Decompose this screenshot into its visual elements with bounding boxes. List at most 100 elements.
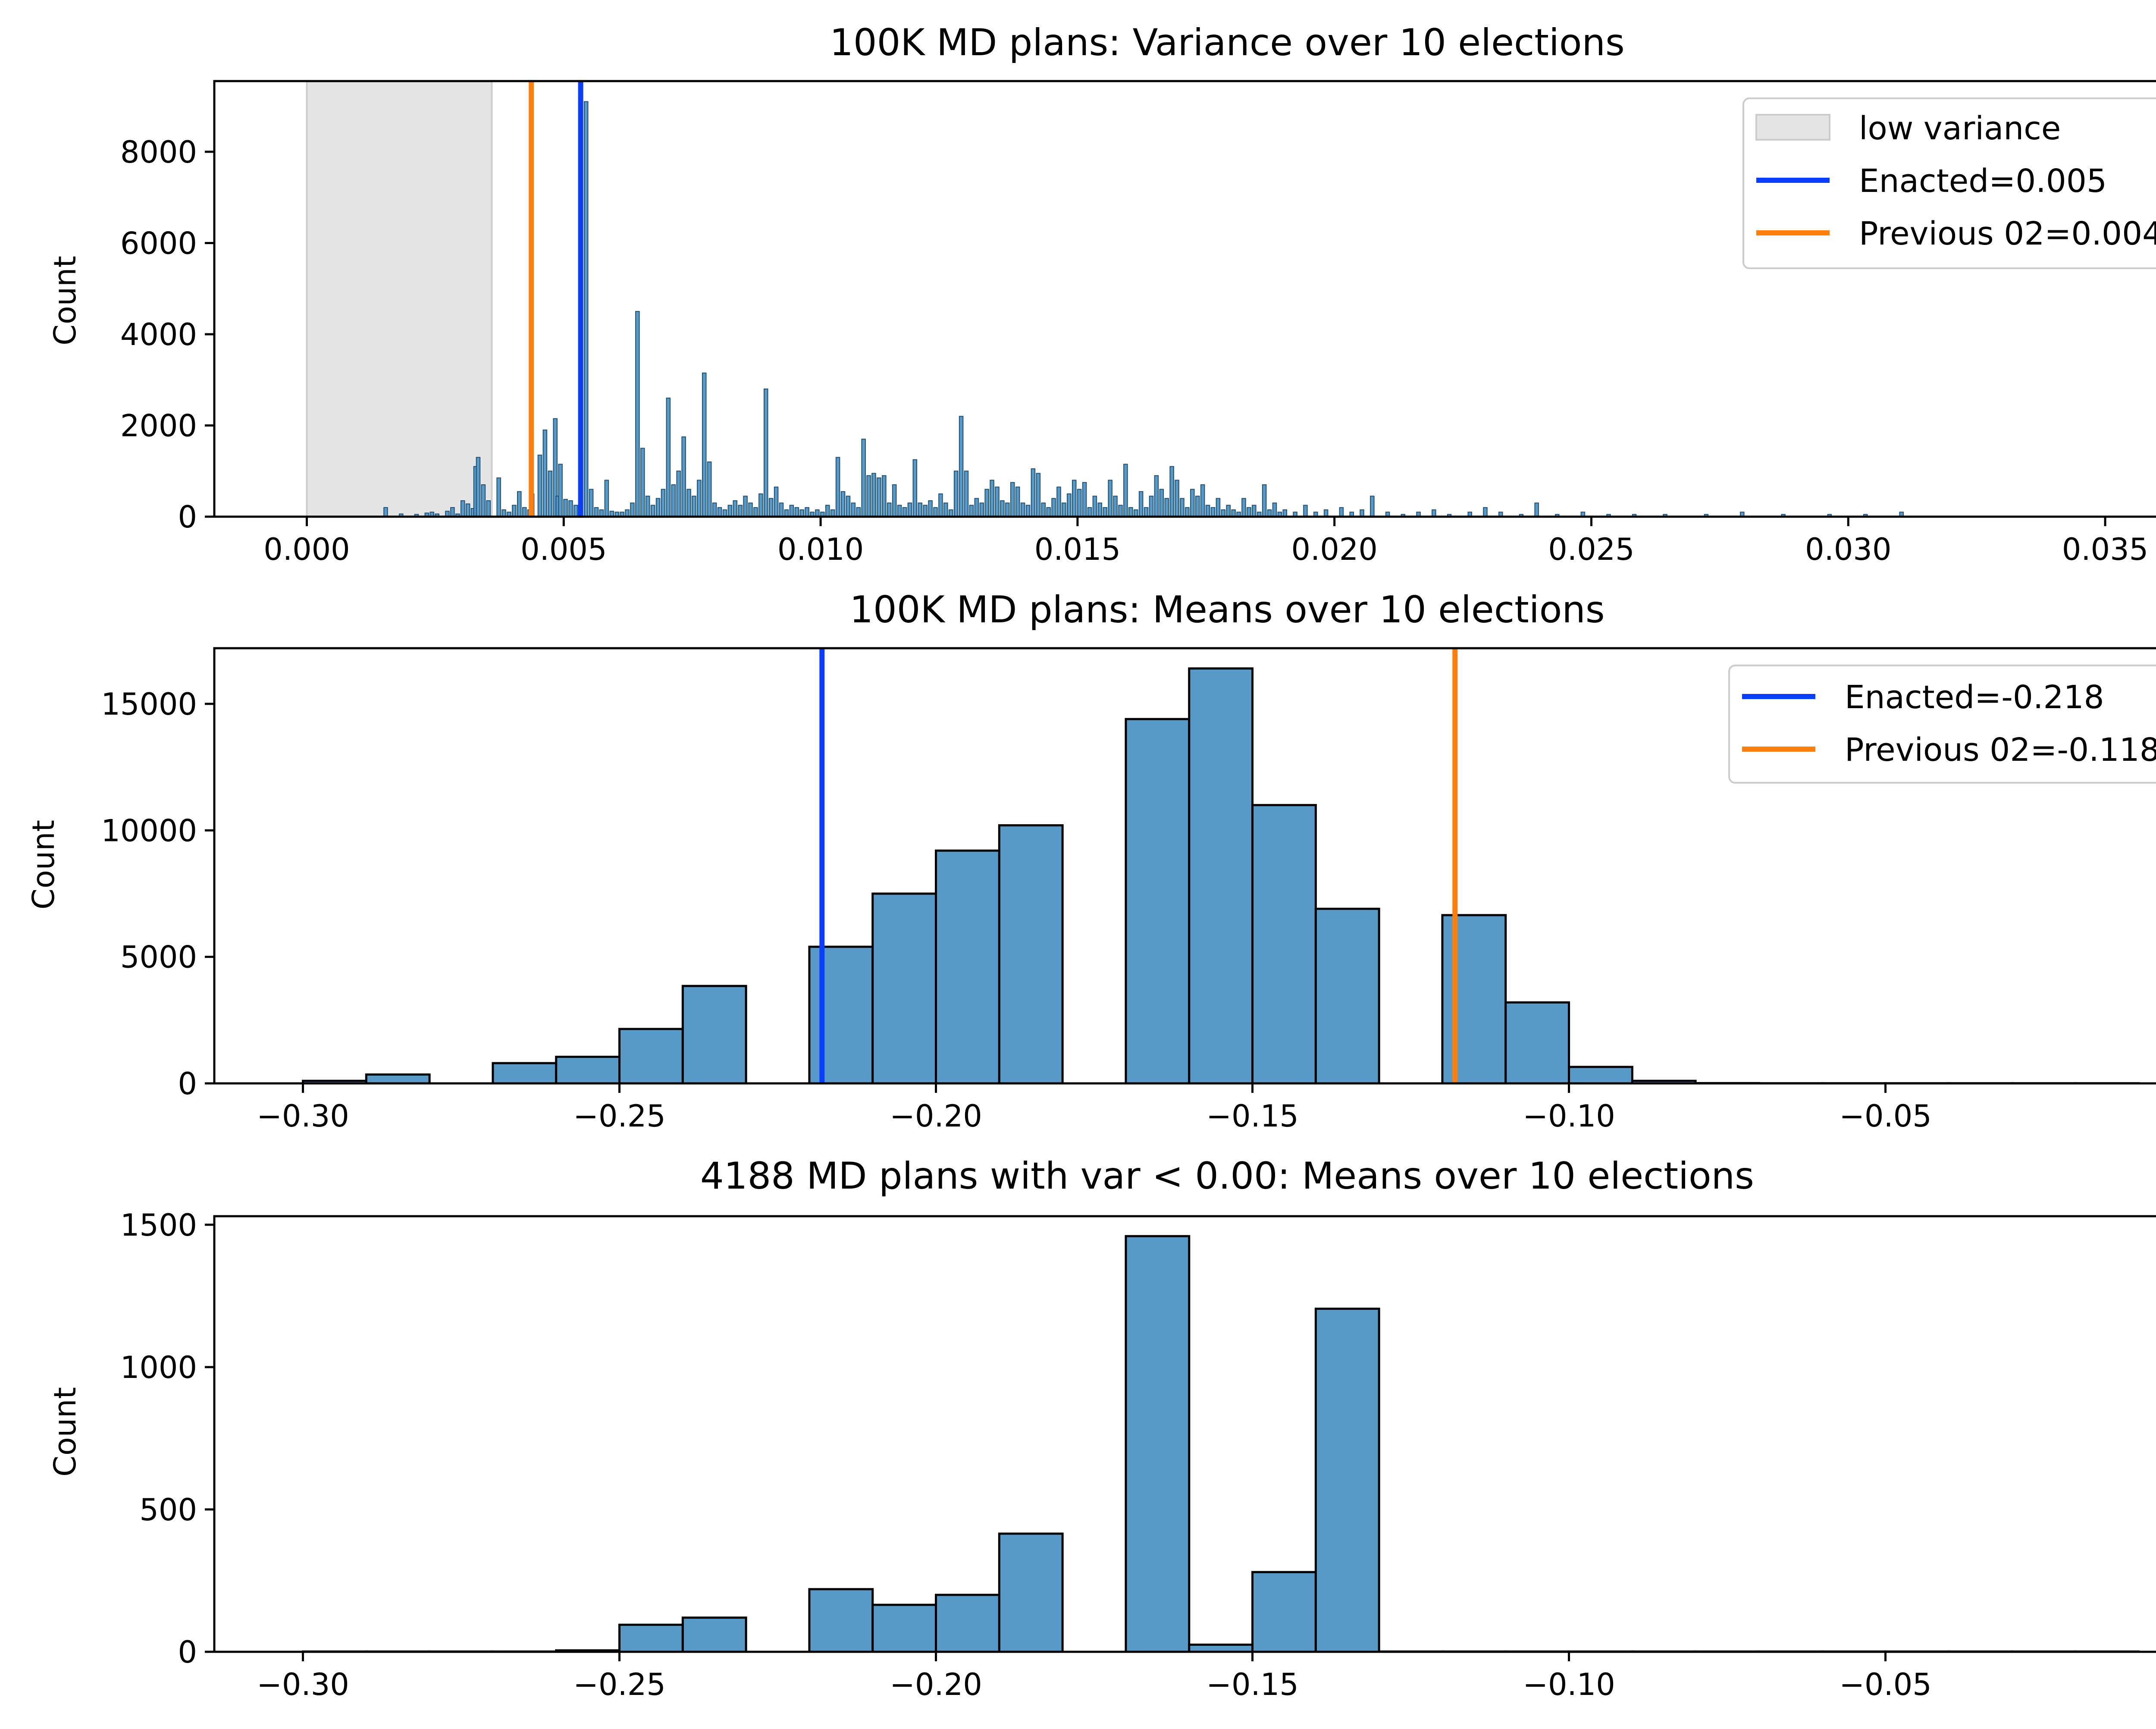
x-tick-label: −0.05 <box>1839 1667 1932 1702</box>
histogram-bar <box>681 436 686 517</box>
x-tick-label: −0.25 <box>573 1098 666 1134</box>
histogram-bar <box>666 398 671 517</box>
histogram-bar <box>753 507 758 517</box>
histogram-bar <box>825 505 830 517</box>
low-variance-means-histogram-panel: 4188 MD plans with var < 0.00: Means ove… <box>47 1155 2156 1702</box>
histogram-bar <box>882 475 887 518</box>
histogram-bar <box>1144 507 1149 517</box>
histogram-bar <box>1010 482 1015 518</box>
y-tick-label: 15000 <box>101 687 197 722</box>
histogram-bar <box>1118 505 1123 517</box>
histogram-bar <box>365 1073 431 1085</box>
axes-frame <box>213 80 2156 518</box>
histogram-bar <box>1262 484 1267 518</box>
histogram-bar <box>897 505 902 517</box>
histogram-bar <box>594 507 599 517</box>
histogram-bar <box>1077 489 1082 518</box>
histogram-bar <box>938 493 943 517</box>
histogram-bar <box>835 457 840 517</box>
histogram-bar <box>707 461 712 517</box>
histogram-bar <box>712 502 717 517</box>
x-tick-label: 0.025 <box>1548 532 1634 567</box>
histogram-bar <box>727 505 733 517</box>
histogram-bar <box>1056 486 1061 518</box>
histogram-bar <box>1241 498 1246 517</box>
x-tick-label: −0.20 <box>890 1098 982 1134</box>
histogram-bar <box>871 892 937 1085</box>
histogram-bar <box>645 496 650 517</box>
x-tick-label: −0.20 <box>890 1667 982 1702</box>
histogram-bar <box>998 824 1064 1085</box>
histogram-bar <box>918 502 922 517</box>
axes-frame <box>213 647 2156 1085</box>
histogram-bar <box>1210 507 1216 517</box>
histogram-bar <box>995 486 1000 518</box>
histogram-bar <box>450 507 455 517</box>
histogram-bar <box>1108 480 1112 518</box>
legend-entry: Previous 02=0.004 <box>1859 215 2156 252</box>
histogram-bar <box>640 448 645 517</box>
histogram-bar <box>1067 493 1072 517</box>
y-tick-label: 1500 <box>120 1208 197 1243</box>
legend-box <box>1728 665 2156 784</box>
histogram-bar <box>1251 1571 1317 1653</box>
histogram-bar <box>789 505 794 517</box>
histogram-bar <box>923 505 928 517</box>
histogram-bar <box>1180 498 1185 517</box>
histogram-bar <box>738 505 743 517</box>
histogram-bar <box>555 1055 621 1085</box>
histogram-bar <box>1051 498 1056 517</box>
histogram-bar <box>1097 502 1103 517</box>
x-tick-label: −0.05 <box>1839 1098 1932 1134</box>
y-axis-label: Count <box>47 1387 83 1477</box>
histogram-bar <box>486 500 491 517</box>
chart-title: 4188 MD plans with var < 0.00: Means ove… <box>700 1155 1754 1198</box>
histogram-bar <box>808 945 874 1085</box>
low-variance-region <box>306 80 493 518</box>
histogram-bar <box>1252 505 1257 517</box>
histogram-bar <box>959 416 964 517</box>
histogram-bar <box>481 484 486 518</box>
histogram-bar <box>676 471 681 518</box>
histogram-bar <box>717 507 722 517</box>
histogram-bar <box>1272 502 1277 517</box>
histogram-bar <box>871 1603 937 1653</box>
histogram-bar <box>902 507 907 517</box>
histogram-bar <box>1128 507 1133 517</box>
histogram-bar <box>686 489 691 518</box>
histogram-bar <box>1226 505 1231 517</box>
histogram-bar <box>774 486 779 518</box>
legend-entry: Enacted=0.005 <box>1859 163 2107 200</box>
histogram-bar <box>1303 505 1308 517</box>
histogram-bar <box>794 507 799 517</box>
x-tick-label: 0.005 <box>520 532 607 567</box>
histogram-bar <box>964 471 969 518</box>
histogram-bar <box>1020 502 1025 517</box>
histogram-bar <box>1149 496 1154 517</box>
histogram-bar <box>1123 464 1128 517</box>
histogram-bar <box>779 502 784 517</box>
histogram-bar <box>681 1616 747 1653</box>
histogram-bar <box>1504 1001 1570 1085</box>
y-tick-label: 0 <box>178 1635 197 1670</box>
histogram-bar <box>866 475 871 518</box>
histogram-bar <box>1046 507 1051 517</box>
histogram-bar <box>1175 480 1179 518</box>
legend-box <box>1742 97 2156 269</box>
histogram-bar <box>476 457 481 517</box>
histogram-bar <box>496 477 501 518</box>
x-tick-label: 0.030 <box>1805 532 1891 567</box>
y-tick-label: 5000 <box>120 940 197 975</box>
histogram-bar <box>805 507 809 517</box>
x-tick-label: −0.15 <box>1206 1098 1299 1134</box>
histogram-bar <box>907 502 912 517</box>
y-tick-label: 8000 <box>120 135 197 170</box>
legend-swatch <box>1755 114 1830 141</box>
y-tick-label: 1000 <box>120 1350 197 1385</box>
x-tick-label: 0.035 <box>2062 532 2148 567</box>
histogram-bar <box>1062 502 1066 517</box>
histogram-bar <box>748 502 753 517</box>
x-tick-label: −0.10 <box>1523 1667 1615 1702</box>
histogram-bar <box>465 503 470 518</box>
